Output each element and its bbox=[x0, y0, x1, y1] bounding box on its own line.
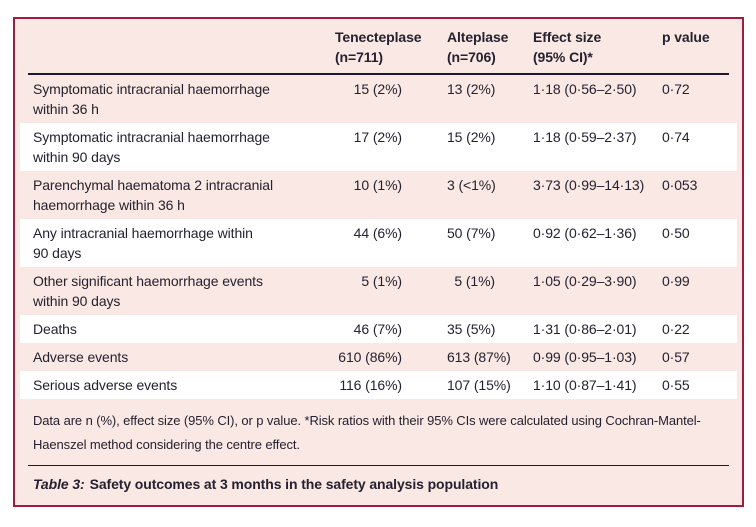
header-tenecteplase: Tenecteplase (n=711) bbox=[335, 27, 447, 67]
row-label: Symptomatic intracranial haemorrhage wit… bbox=[33, 127, 335, 167]
header-effect-size: Effect size (95% CI)* bbox=[533, 27, 662, 67]
tenecteplase-value: 10 (1%) bbox=[353, 177, 402, 193]
table-card: Tenecteplase (n=711) Alteplase (n=706) E… bbox=[13, 17, 744, 507]
p-value: 0·74 bbox=[662, 129, 690, 145]
row-label-line1: Adverse events bbox=[33, 349, 129, 365]
effect-size-value: 3·73 (0·99–14·13) bbox=[533, 177, 645, 193]
alteplase-value: 613 (87%) bbox=[447, 349, 511, 365]
row-label: Symptomatic intracranial haemorrhage wit… bbox=[33, 79, 335, 119]
effect-size-value: 1·31 (0·86–2·01) bbox=[533, 321, 637, 337]
caption-rule bbox=[28, 465, 729, 466]
alteplase-value: 107 (15%) bbox=[447, 377, 511, 393]
table-row: Symptomatic intracranial haemorrhage wit… bbox=[20, 123, 737, 171]
alteplase-value: 50 (7%) bbox=[447, 225, 496, 241]
row-label-line1: Parenchymal haematoma 2 intracranial bbox=[33, 177, 273, 193]
row-label-line2: within 36 h bbox=[33, 101, 99, 117]
effect-size-value: 1·10 (0·87–1·41) bbox=[533, 377, 637, 393]
table-header-row: Tenecteplase (n=711) Alteplase (n=706) E… bbox=[20, 19, 737, 73]
table-row: Other significant haemorrhage events wit… bbox=[20, 267, 737, 315]
row-label: Parenchymal haematoma 2 intracranial hae… bbox=[33, 175, 335, 215]
row-label-line2: within 90 days bbox=[33, 293, 121, 309]
tenecteplase-value: 5 (1%) bbox=[361, 273, 402, 289]
header-alteplase: Alteplase (n=706) bbox=[447, 27, 533, 67]
table-caption-text: Safety outcomes at 3 months in the safet… bbox=[89, 476, 499, 492]
header-p-value: p value bbox=[662, 27, 737, 47]
header-tenecteplase-line1: Tenecteplase bbox=[335, 29, 422, 45]
effect-size-value: 1·18 (0·59–2·37) bbox=[533, 129, 637, 145]
table-row: Adverse events 610 (86%) 613 (87%) 0·99 … bbox=[20, 343, 737, 371]
tenecteplase-value: 46 (7%) bbox=[353, 321, 402, 337]
row-label-line1: Other significant haemorrhage events bbox=[33, 273, 263, 289]
p-value: 0·053 bbox=[662, 177, 698, 193]
p-value: 0·99 bbox=[662, 273, 690, 289]
header-rule bbox=[28, 73, 729, 75]
row-label-line2: within 90 days bbox=[33, 149, 121, 165]
alteplase-value: 35 (5%) bbox=[447, 321, 496, 337]
row-label: Adverse events bbox=[33, 347, 335, 367]
row-label: Serious adverse events bbox=[33, 375, 335, 395]
header-effect-size-line2: (95% CI)* bbox=[533, 49, 593, 65]
p-value: 0·55 bbox=[662, 377, 690, 393]
table-row: Symptomatic intracranial haemorrhage wit… bbox=[20, 75, 737, 123]
table-row: Deaths 46 (7%) 35 (5%) 1·31 (0·86–2·01) … bbox=[20, 315, 737, 343]
table-caption-number: Table 3: bbox=[33, 476, 85, 492]
alteplase-value: 15 (2%) bbox=[447, 129, 496, 145]
tenecteplase-value: 116 (16%) bbox=[339, 377, 402, 393]
p-value: 0·57 bbox=[662, 349, 690, 365]
row-label: Any intracranial haemorrhage within 90 d… bbox=[33, 223, 335, 263]
header-p-value-line1: p value bbox=[662, 29, 710, 45]
p-value: 0·22 bbox=[662, 321, 690, 337]
table-footnote: Data are n (%), effect size (95% CI), or… bbox=[33, 413, 701, 452]
row-label: Deaths bbox=[33, 319, 335, 339]
row-label: Other significant haemorrhage events wit… bbox=[33, 271, 335, 311]
effect-size-value: 0·99 (0·95–1·03) bbox=[533, 349, 637, 365]
alteplase-value: 13 (2%) bbox=[447, 81, 496, 97]
row-label-line2: haemorrhage within 36 h bbox=[33, 197, 185, 213]
alteplase-value: 3 (<1%) bbox=[447, 177, 496, 193]
row-label-line1: Symptomatic intracranial haemorrhage bbox=[33, 129, 270, 145]
header-alteplase-line1: Alteplase bbox=[447, 29, 509, 45]
row-label-line1: Deaths bbox=[33, 321, 77, 337]
effect-size-value: 1·18 (0·56–2·50) bbox=[533, 81, 637, 97]
effect-size-value: 0·92 (0·62–1·36) bbox=[533, 225, 637, 241]
p-value: 0·72 bbox=[662, 81, 690, 97]
row-label-line1: Symptomatic intracranial haemorrhage bbox=[33, 81, 270, 97]
table-caption: Table 3: Safety outcomes at 3 months in t… bbox=[20, 466, 737, 505]
tenecteplase-value: 44 (6%) bbox=[353, 225, 402, 241]
row-label-line1: Any intracranial haemorrhage within bbox=[33, 225, 253, 241]
table-row: Parenchymal haematoma 2 intracranial hae… bbox=[20, 171, 737, 219]
table-row: Any intracranial haemorrhage within 90 d… bbox=[20, 219, 737, 267]
header-tenecteplase-line2: (n=711) bbox=[335, 49, 383, 65]
row-label-line2: 90 days bbox=[33, 245, 82, 261]
header-alteplase-line2: (n=706) bbox=[447, 49, 496, 65]
alteplase-value: 5 (1%) bbox=[454, 273, 495, 289]
table-row: Serious adverse events 116 (16%) 107 (15… bbox=[20, 371, 737, 399]
row-label-line1: Serious adverse events bbox=[33, 377, 178, 393]
tenecteplase-value: 15 (2%) bbox=[353, 81, 402, 97]
header-effect-size-line1: Effect size bbox=[533, 29, 602, 45]
p-value: 0·50 bbox=[662, 225, 690, 241]
effect-size-value: 1·05 (0·29–3·90) bbox=[533, 273, 637, 289]
tenecteplase-value: 610 (86%) bbox=[338, 349, 402, 365]
tenecteplase-value: 17 (2%) bbox=[353, 129, 402, 145]
